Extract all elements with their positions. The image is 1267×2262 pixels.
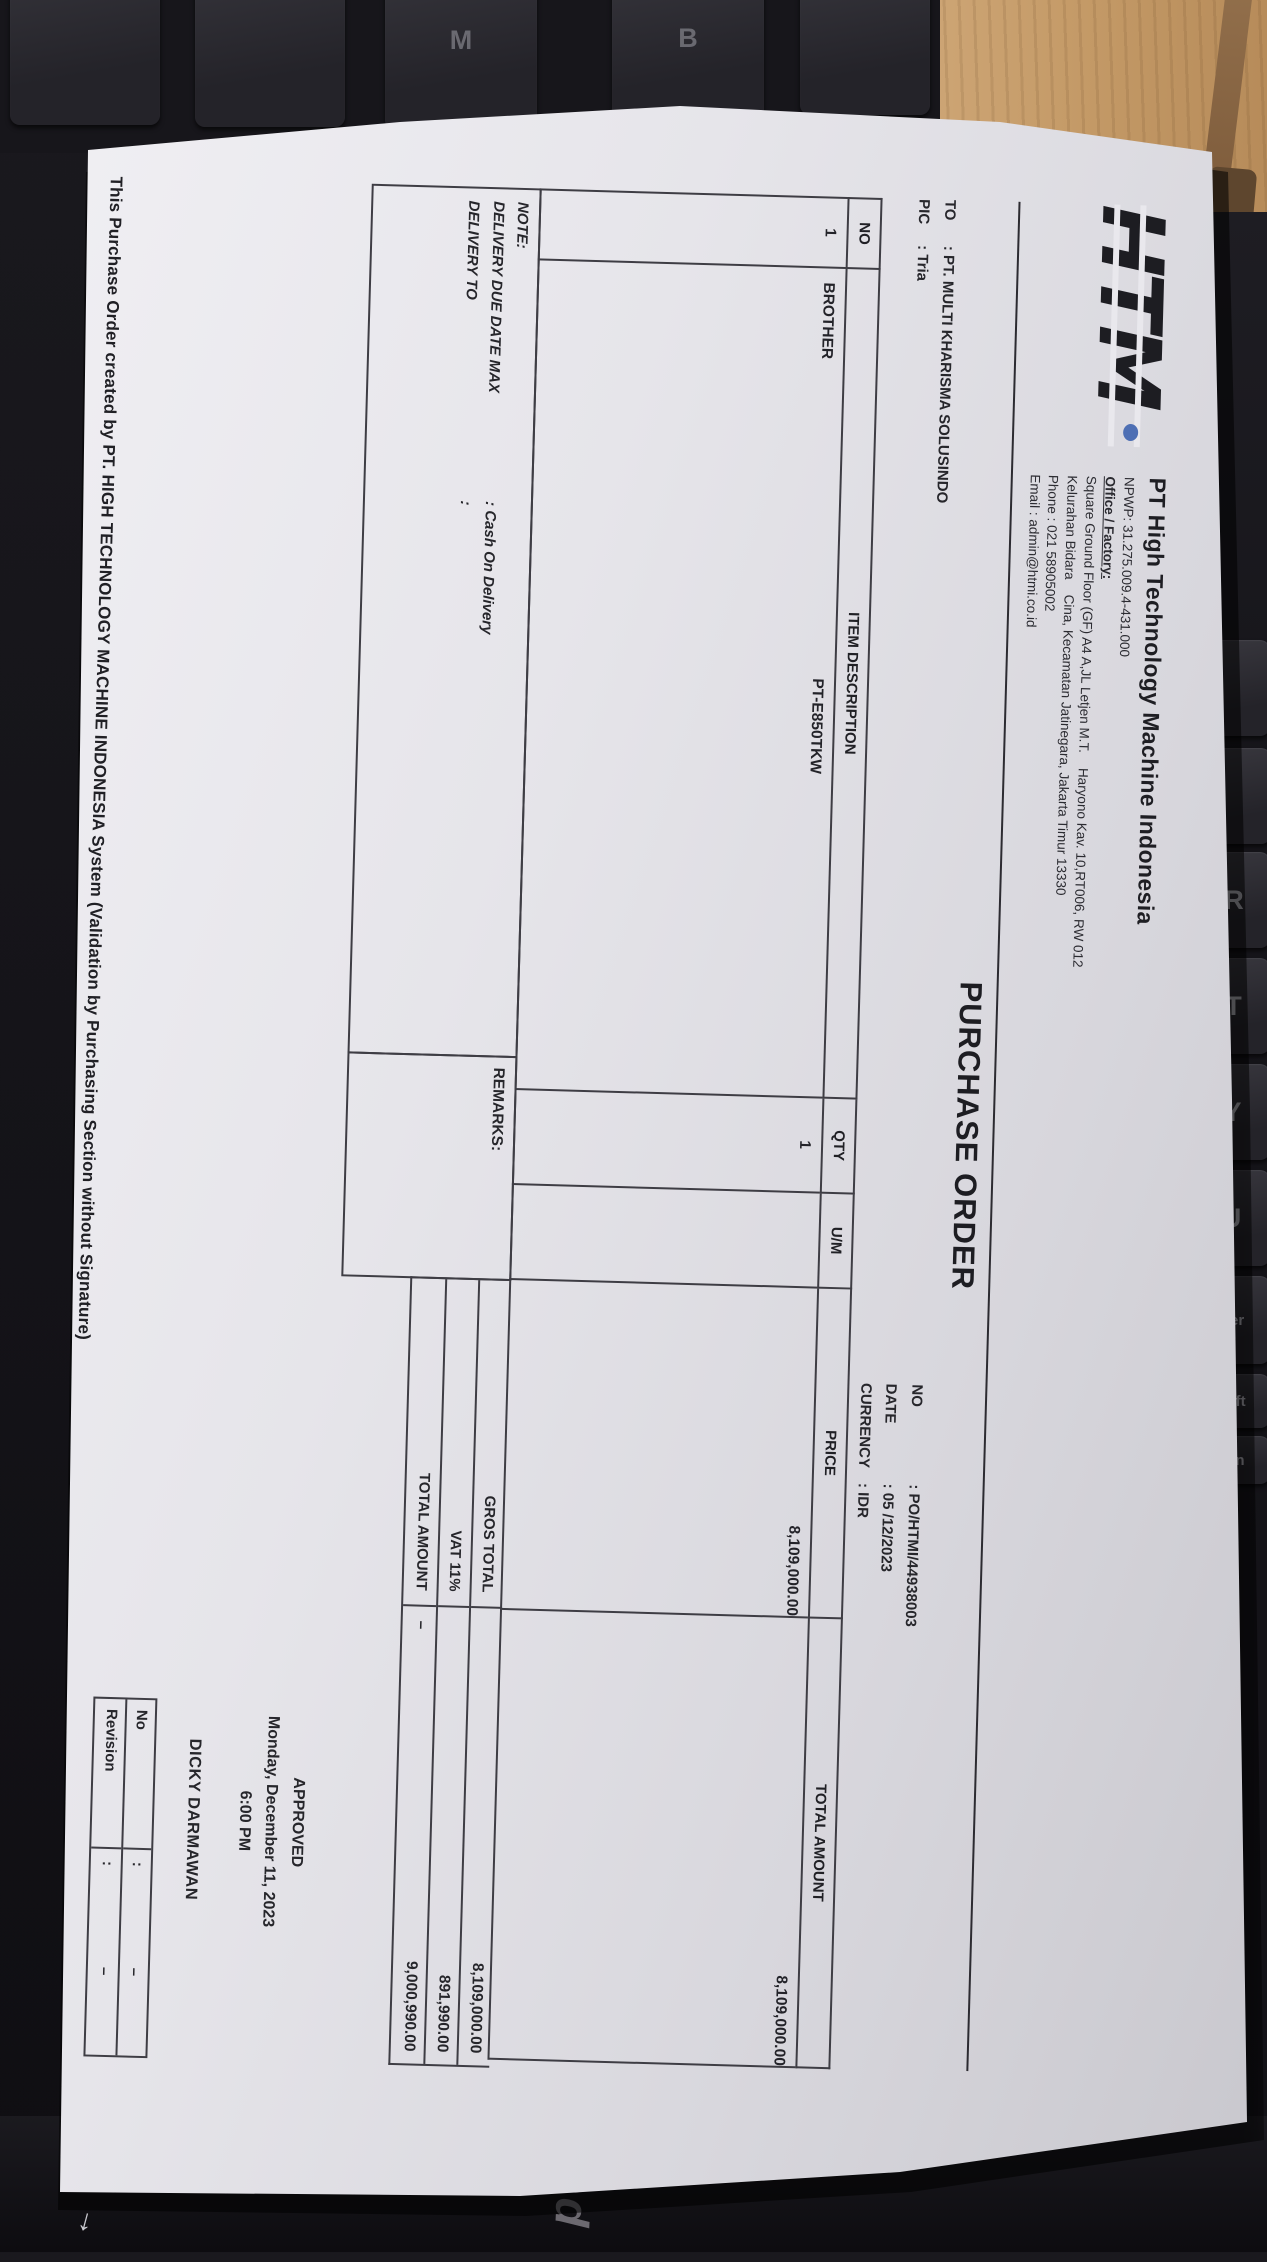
rev-row-value: – (95, 1966, 113, 1976)
remarks-box: REMARKS: (340, 1051, 518, 1282)
approver-name: DICKY DARMAWAN (182, 1738, 205, 1901)
po-meta-block: NO : PO/HTMI/44938003 DATE : 05 /12/2023 C… (846, 1383, 929, 1628)
no-row-label: No (122, 1699, 156, 1851)
no-row-colon: : (128, 1861, 146, 1868)
cell-total: 8,109,000.00 (488, 1608, 809, 2068)
keyboard-key (10, 0, 160, 125)
pic-label: PIC (915, 198, 933, 225)
rev-row-label: Revision (90, 1698, 126, 1850)
approved-block: APPROVED Monday, December 11, 2023 6:00 … (173, 1579, 317, 2062)
cell-no: 1 (538, 189, 849, 269)
currency-value: : IDR (853, 1482, 872, 1519)
keyboard-key (195, 0, 345, 127)
no-label: NO (907, 1384, 926, 1408)
item-model: PT-E850TKW (806, 678, 826, 775)
table-row: 1 BROTHER PT-E850TKW 1 8,109,000.00 8,10… (488, 189, 849, 2068)
delivery-to-value: : (456, 500, 474, 506)
total-amount-dash: – (412, 1620, 430, 1630)
currency-label: CURRENCY (854, 1382, 875, 1469)
cell-price: 8,109,000.00 (500, 1279, 818, 1618)
pic-value: : Tria (913, 244, 932, 282)
col-no: NO (846, 198, 882, 269)
keyboard-key (800, 0, 930, 115)
cell-qty: 1 (512, 1089, 824, 1193)
cell-um (509, 1184, 821, 1288)
remarks-label: REMARKS: (487, 1067, 507, 1152)
to-label: TO (940, 199, 959, 221)
dash (470, 1622, 495, 1623)
dash (437, 1621, 462, 1622)
col-um: U/M (817, 1192, 854, 1289)
delivery-due-value: : Cash On Delivery (477, 500, 499, 635)
total-amount-value: 9,000,990.00 (400, 1960, 420, 2052)
company-block: PT High Technology Machine Indonesia NPW… (1011, 444, 1172, 970)
cell-description: BROTHER PT-E850TKW (515, 259, 847, 1098)
purchase-order-document: HTM PT High Technology Machine Indonesia… (60, 121, 1206, 2131)
htmi-logo: HTM (1072, 203, 1179, 448)
keyboard-key-m: M (385, 0, 537, 130)
date-label: DATE (881, 1383, 900, 1424)
no-value: : PO/HTMI/44938003 (901, 1484, 923, 1628)
col-qty: QTY (820, 1097, 857, 1194)
keyboard-key-b: B (612, 0, 764, 124)
date-value: : 05 /12/2023 (877, 1483, 897, 1573)
note-box: NOTE: DELIVERY DUE DATE MAX: Cash On Del… (347, 183, 542, 1059)
key-label: B (678, 22, 698, 53)
vat-value: 891,990.00 (433, 1974, 453, 2053)
items-table: NO ITEM DESCRIPTION QTY U/M PRICE TOTAL … (487, 188, 882, 2069)
no-row-value: – (125, 1967, 143, 1977)
key-label: M (449, 24, 473, 55)
revision-box: No : – Revision : – (83, 1696, 158, 2059)
company-name: PT High Technology Machine Indonesia (1132, 477, 1171, 926)
rev-row-colon: : (98, 1860, 116, 1867)
item-brand: BROTHER (817, 282, 837, 360)
gros-total-value: 8,109,000.00 (466, 1962, 486, 2054)
logo-text: HTM (1076, 203, 1179, 408)
